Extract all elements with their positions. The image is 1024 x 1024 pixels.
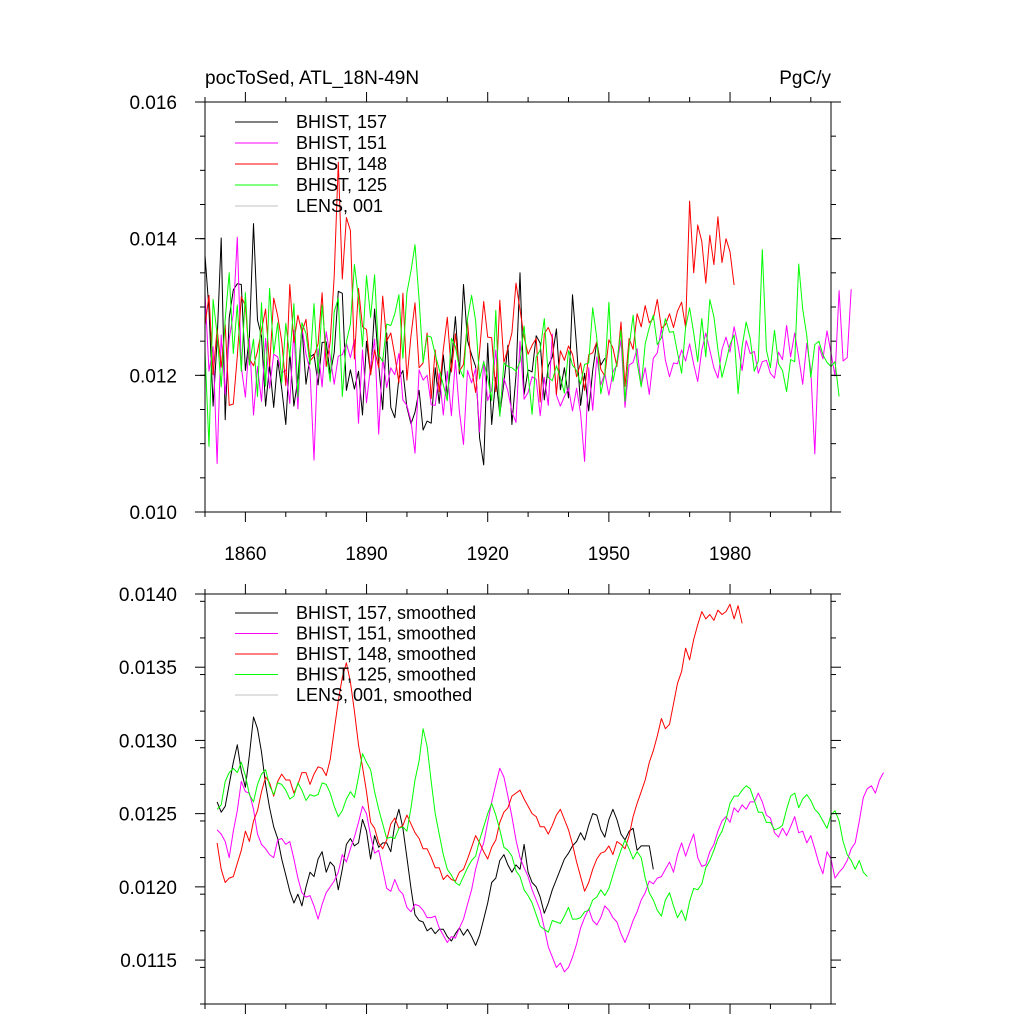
bottom-ytick-label-0: 0.0115 [120, 951, 177, 972]
bottom-ytick-label-1: 0.0120 [119, 878, 177, 899]
bottom-series-line-3 [216, 728, 868, 933]
top-ytick-label-2: 0.014 [129, 230, 177, 251]
bottom-panel: 0.0115 0.0120 0.0125 0.0130 0.0135 0.0140 BHI… [119, 584, 884, 1014]
top-series-line-3 [204, 244, 840, 447]
top-xtick-label-4: 1980 [709, 544, 751, 565]
top-ytick-label-1: 0.012 [129, 366, 177, 387]
bottom-axis-ticks: 0.0115 0.0120 0.0125 0.0130 0.0135 0.0140 [119, 584, 841, 1014]
bottom-legend-label-2: BHIST, 148, smoothed [296, 644, 476, 664]
top-panel-units: PgC/y [779, 68, 831, 89]
bottom-ytick-label-5: 0.0140 [119, 585, 177, 606]
bottom-ytick-label-3: 0.0130 [119, 731, 177, 752]
top-axis-ticks: 1860 1890 1920 1950 1980 0.010 0.012 0.014 0.016 [129, 92, 841, 565]
top-panel: pocToSed, ATL_18N-49N PgC/y 1860 1890 1920… [129, 68, 852, 565]
top-panel-title: pocToSed, ATL_18N-49N [205, 68, 419, 89]
top-series-line-0 [204, 223, 606, 466]
top-ytick-label-3: 0.016 [129, 93, 177, 114]
bottom-plot-frame [204, 593, 832, 1005]
top-xtick-label-2: 1920 [467, 544, 509, 565]
top-ytick-label-0: 0.010 [129, 503, 177, 524]
top-series-line-1 [204, 236, 852, 464]
bottom-series-line-1 [216, 767, 884, 973]
bottom-ytick-label-2: 0.0125 [119, 805, 177, 826]
top-xtick-label-0: 1860 [224, 544, 266, 565]
top-legend-label-0: BHIST, 157 [296, 112, 387, 132]
bottom-legend-label-3: BHIST, 125, smoothed [296, 665, 476, 685]
top-legend-label-3: BHIST, 125 [296, 175, 387, 195]
bottom-series-line-2 [216, 603, 743, 892]
top-legend-label-2: BHIST, 148 [296, 154, 387, 174]
bottom-series-line-0 [216, 716, 654, 946]
bottom-legend-label-4: LENS, 001, smoothed [296, 685, 472, 705]
bottom-legend-label-0: BHIST, 157, smoothed [296, 603, 476, 623]
bottom-legend-label-1: BHIST, 151, smoothed [296, 624, 476, 644]
top-legend-label-4: LENS, 001 [296, 196, 383, 216]
bottom-ytick-label-4: 0.0135 [119, 658, 177, 679]
top-series-group [204, 161, 852, 466]
bottom-series-group [216, 603, 884, 973]
top-xtick-label-3: 1950 [588, 544, 630, 565]
top-series-line-2 [204, 161, 735, 406]
top-legend-label-1: BHIST, 151 [296, 133, 387, 153]
top-xtick-label-1: 1890 [345, 544, 387, 565]
